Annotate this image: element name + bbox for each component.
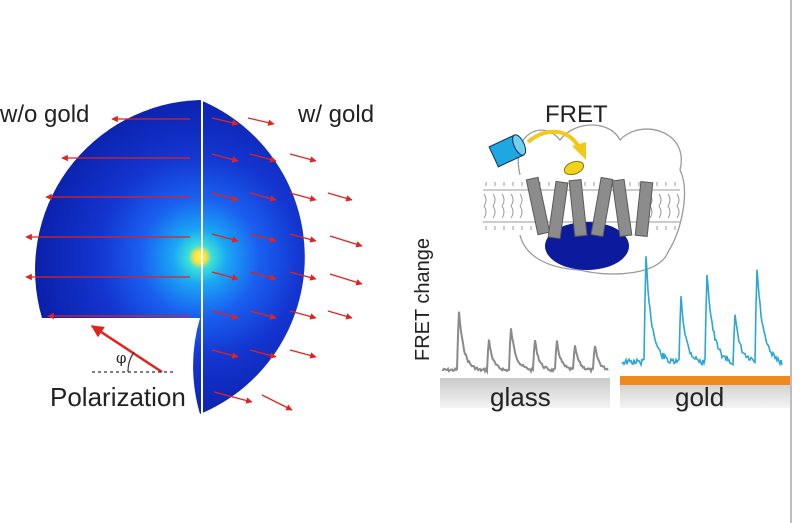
sphere-right-half [200, 100, 305, 414]
polarization-label: Polarization [50, 382, 186, 412]
glass-fret-trace [441, 311, 609, 376]
polarization-indicator [90, 324, 176, 374]
gold-label: gold [675, 382, 725, 412]
polarization-arrow [90, 324, 163, 374]
y-axis-label: FRET change [412, 237, 435, 362]
fret-label: FRET [545, 101, 608, 128]
field-arrows-without-gold [25, 115, 190, 320]
gold-fret-trace [621, 256, 783, 368]
glass-surface [440, 378, 610, 408]
label-without-gold: w/o gold [0, 101, 90, 128]
glass-label: glass [490, 382, 551, 412]
acceptor-fluorophore [563, 160, 585, 176]
field-arrows-with-gold [211, 117, 363, 411]
panel-border [790, 0, 792, 523]
label-with-gold: w/ gold [298, 101, 375, 128]
protein-blue-domain [545, 222, 629, 270]
sphere-illustration [35, 100, 305, 414]
donor-fluorophore [488, 134, 527, 168]
gold-layer-bar [620, 376, 790, 385]
fret-protein-schematic [483, 124, 686, 275]
angle-symbol: φ [116, 349, 127, 367]
angle-arc [127, 351, 135, 373]
sphere-left-half [35, 100, 201, 318]
